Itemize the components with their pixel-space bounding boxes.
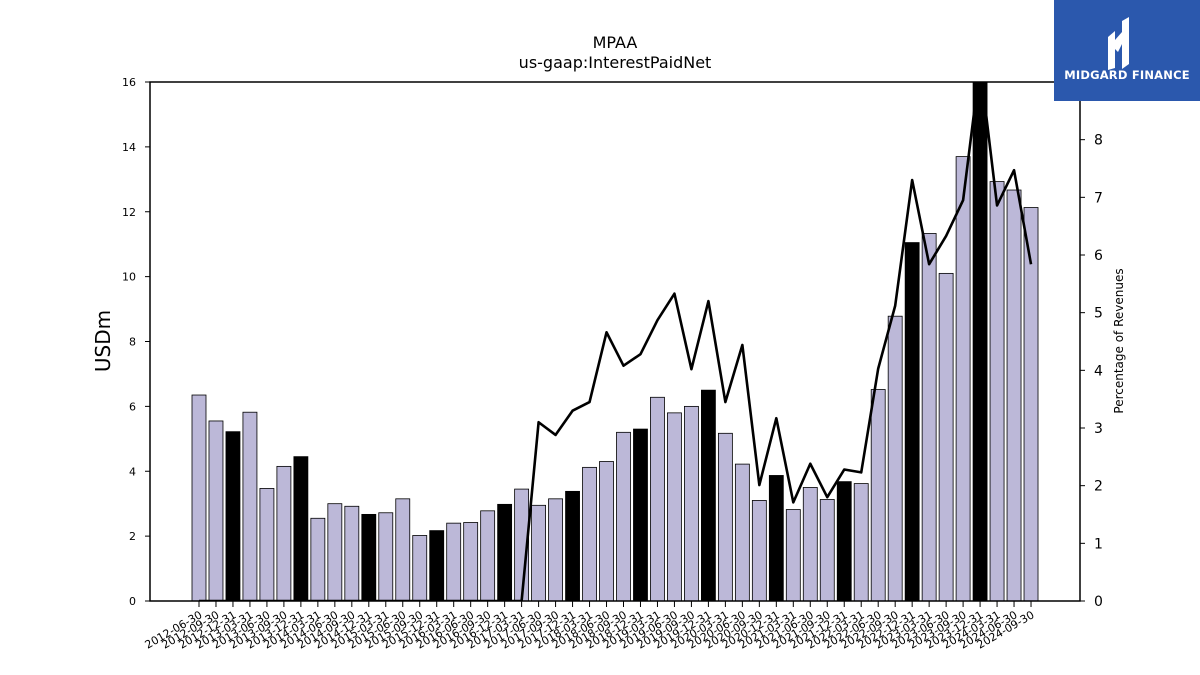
y2-axis-label: Percentage of Revenues	[1112, 268, 1126, 413]
bar	[650, 396, 665, 602]
bar	[344, 505, 360, 602]
bar	[836, 481, 852, 602]
x-axis: 2012-06-302012-09-302012-12-312013-03-31…	[143, 601, 1037, 652]
bar	[531, 504, 546, 602]
y2-tick-label: 7	[1094, 190, 1103, 206]
y-tick-label: 10	[122, 271, 136, 284]
bar	[633, 428, 648, 602]
bar	[684, 405, 699, 602]
bar	[242, 411, 258, 602]
bar	[853, 483, 869, 602]
bar	[734, 463, 750, 602]
bar	[582, 466, 597, 602]
line-series	[199, 82, 1033, 601]
chart-title: MPAA	[593, 33, 638, 52]
bar	[395, 498, 411, 602]
bar	[412, 535, 428, 602]
bar	[938, 272, 954, 602]
bar	[276, 465, 292, 602]
y-tick-label: 16	[122, 76, 136, 89]
bar	[480, 510, 496, 602]
logo-mark-icon	[1108, 17, 1129, 70]
bar	[989, 181, 1005, 602]
y2-tick-label: 6	[1094, 248, 1103, 264]
bar	[768, 475, 784, 602]
brand-name: MIDGARD FINANCE	[1064, 68, 1190, 82]
bar	[361, 513, 377, 602]
bar	[463, 522, 479, 602]
bar	[955, 156, 971, 602]
bar	[972, 81, 988, 602]
bar	[225, 431, 241, 602]
bar	[293, 456, 309, 602]
bar	[819, 499, 835, 602]
y-tick-label: 12	[122, 206, 136, 219]
bar	[701, 389, 716, 602]
y-tick-label: 4	[129, 465, 136, 478]
y-axis-left: 0 2 4 6 8 10 12 14 16	[122, 76, 150, 608]
bar	[208, 420, 224, 602]
y2-tick-label: 5	[1094, 306, 1103, 322]
y2-tick-label: 4	[1094, 363, 1103, 379]
y2-tick-label: 3	[1094, 421, 1103, 437]
y-tick-label: 6	[129, 400, 136, 413]
bar	[921, 233, 937, 602]
bar	[446, 522, 462, 602]
bar	[1006, 189, 1022, 602]
y-tick-label: 8	[129, 336, 136, 349]
y-tick-label: 0	[129, 595, 136, 608]
y-tick-label: 14	[122, 141, 136, 154]
bar	[378, 512, 394, 602]
bar	[599, 461, 614, 602]
chart-subtitle: us-gaap:InterestPaidNet	[519, 53, 712, 72]
y2-tick-label: 0	[1094, 594, 1103, 610]
bar	[751, 500, 767, 602]
y2-tick-label: 2	[1094, 479, 1103, 495]
bar-series	[191, 81, 1039, 602]
bar	[717, 432, 733, 602]
bar	[497, 503, 513, 602]
bar	[191, 394, 207, 602]
line-path	[199, 82, 1033, 601]
y-axis-right: 0 1 2 3 4 5 6 7 8	[1080, 133, 1103, 610]
bar	[548, 498, 563, 602]
bar	[667, 412, 682, 602]
bar	[259, 488, 275, 602]
bar	[565, 490, 580, 602]
y2-tick-label: 8	[1094, 133, 1103, 149]
y2-tick-label: 1	[1094, 536, 1103, 552]
bar	[310, 517, 326, 602]
bar	[904, 242, 920, 602]
y-tick-label: 2	[129, 530, 136, 543]
bar	[870, 389, 886, 602]
bar	[1023, 207, 1039, 602]
y-axis-label: USDm	[91, 310, 115, 372]
bar	[785, 509, 801, 602]
bar	[327, 503, 343, 602]
bar	[802, 487, 818, 602]
bar	[429, 530, 445, 602]
bar	[616, 431, 631, 602]
bar	[887, 315, 903, 602]
brand-logo: MIDGARD FINANCE	[1054, 0, 1200, 101]
